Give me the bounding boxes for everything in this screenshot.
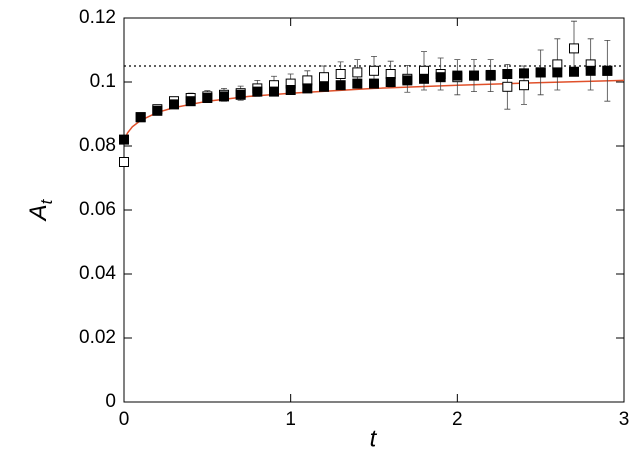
y-tick-label: 0.04 (79, 263, 116, 284)
y-tick-label: 0 (105, 391, 116, 412)
filled-square-marker (319, 81, 329, 92)
open-square-marker (369, 65, 379, 76)
filled-square-marker (452, 70, 463, 81)
filled-square-marker (569, 66, 579, 77)
y-tick-label: 0.02 (79, 327, 116, 348)
filled-square-marker (535, 67, 546, 78)
y-axis-label-subscript: t (37, 198, 56, 204)
open-square-marker (519, 80, 529, 91)
filled-square-marker (402, 75, 413, 86)
filled-square-marker (185, 96, 196, 107)
open-square-marker (335, 69, 346, 79)
filled-square-marker (219, 91, 229, 102)
filled-square-marker (369, 78, 379, 89)
y-axis-label: At (25, 198, 56, 222)
filled-square-marker (469, 70, 479, 81)
y-tick-label: 0.06 (79, 199, 116, 220)
y-axis-label-main: A (25, 204, 52, 222)
filled-square-marker (385, 77, 396, 87)
filled-square-marker (602, 65, 613, 76)
filled-square-marker (502, 69, 513, 79)
filled-square-marker (435, 72, 446, 83)
filled-square-marker (585, 65, 596, 76)
x-axis-label: t (370, 425, 378, 452)
open-square-marker (319, 72, 329, 83)
filled-square-marker (419, 73, 429, 84)
filled-square-marker (552, 67, 563, 78)
filled-square-marker (485, 69, 496, 80)
filled-square-marker (285, 85, 296, 95)
filled-square-marker (269, 86, 279, 97)
x-tick-label: 3 (619, 409, 630, 430)
filled-square-marker (152, 105, 163, 116)
filled-square-marker (352, 78, 363, 89)
open-square-marker (352, 67, 363, 78)
y-tick-label: 0.12 (79, 7, 116, 28)
open-square-marker (119, 157, 129, 167)
y-tick-label: 0.08 (79, 135, 116, 156)
filled-square-marker (202, 93, 213, 103)
x-tick-label: 2 (452, 409, 463, 430)
filled-square-marker (302, 83, 313, 94)
y-tick-label: 0.1 (90, 71, 116, 92)
x-tick-label: 1 (285, 409, 296, 430)
filled-square-marker (519, 68, 529, 79)
fit-curve (123, 79, 625, 144)
filled-square-marker (335, 80, 346, 91)
filled-square-marker (252, 86, 263, 97)
open-square-marker (502, 81, 513, 92)
filled-square-marker (235, 89, 246, 100)
filled-square-marker (119, 134, 129, 145)
filled-square-marker (169, 99, 179, 110)
open-square-marker (569, 43, 579, 54)
x-tick-label: 0 (119, 409, 130, 430)
filled-square-marker (135, 112, 146, 123)
